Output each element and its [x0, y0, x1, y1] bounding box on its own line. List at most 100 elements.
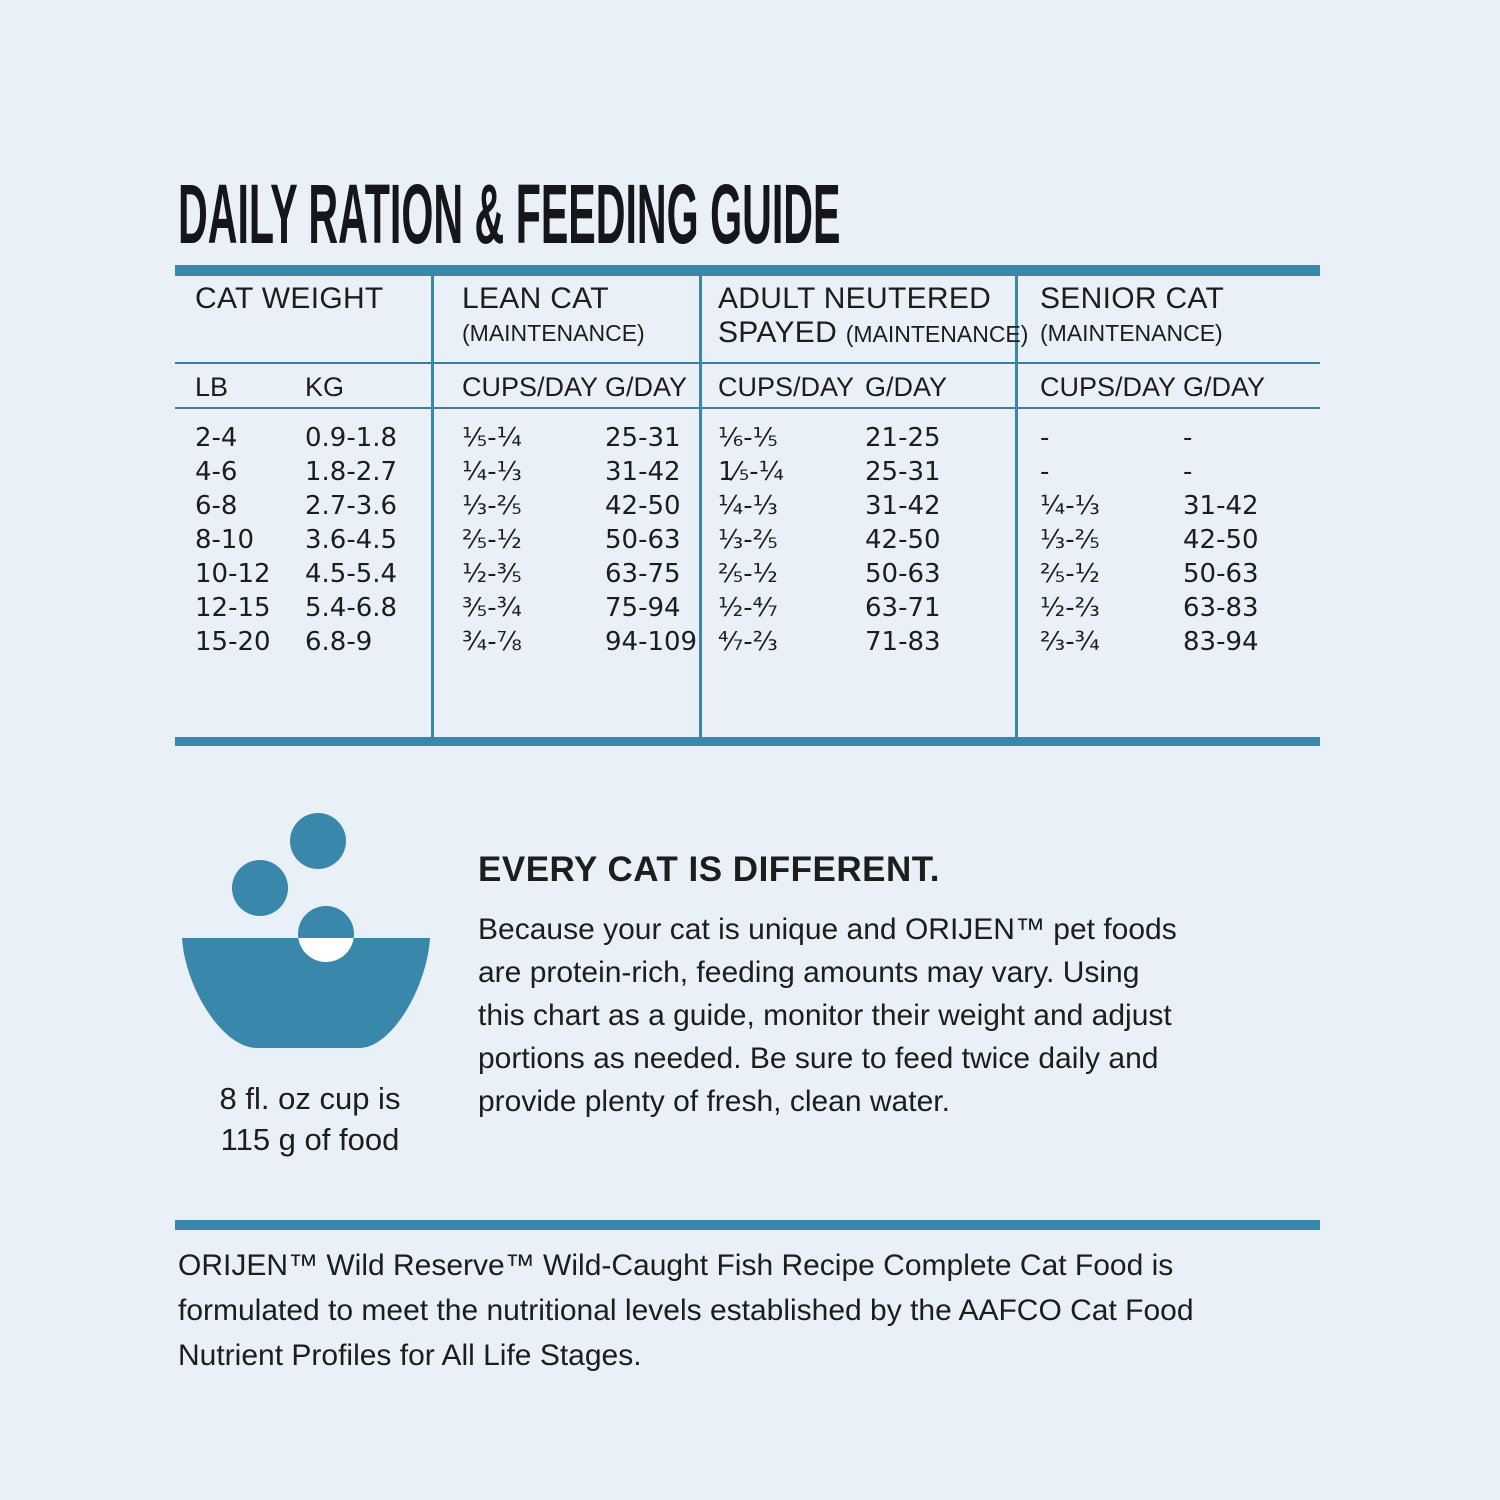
footer-statement: ORIJEN™ Wild Reserve™ Wild-Caught Fish R… — [178, 1243, 1194, 1378]
cell-lean-cups: ¼-⅓ — [462, 457, 522, 487]
cell-senior-g: 31-42 — [1183, 491, 1259, 521]
table-row: 6-8 2.7-3.6 ⅓-²⁄₅ 42-50 ¼-⅓ 31-42 ¼-⅓ 31… — [175, 489, 1320, 523]
cell-lean-cups: ¹⁄₅-¼ — [462, 423, 522, 453]
subheader-kg: KG — [305, 372, 345, 402]
cell-lean-g: 42-50 — [605, 491, 681, 521]
table-row: 12-15 5.4-6.8 ³⁄₅-¾ 75-94 ½-⁴⁄₇ 63-71 ½-… — [175, 591, 1320, 625]
cell-kg: 4.5-5.4 — [305, 559, 398, 589]
info-body-line: this chart as a guide, monitor their wei… — [478, 999, 1172, 1032]
cell-adult-g: 71-83 — [865, 627, 941, 657]
bowl-caption: 8 fl. oz cup is 115 g of food — [160, 1078, 460, 1160]
column-header-label: LEAN CAT — [462, 282, 609, 315]
cell-kg: 1.8-2.7 — [305, 457, 398, 487]
subheader-g-day: G/DAY — [865, 372, 948, 402]
column-header-label: SENIOR CAT — [1040, 282, 1225, 315]
cell-lean-g: 75-94 — [605, 593, 681, 623]
footer-statement-line: formulated to meet the nutritional level… — [178, 1294, 1194, 1327]
cell-lean-cups: ⅓-²⁄₅ — [462, 491, 522, 521]
cell-adult-cups: ½-⁴⁄₇ — [718, 593, 778, 623]
column-header-subtitle: (MAINTENANCE) — [845, 321, 1029, 347]
info-heading: EVERY CAT IS DIFFERENT. — [478, 850, 941, 889]
info-body-line: portions as needed. Be sure to feed twic… — [478, 1042, 1159, 1075]
column-header-subtitle: (MAINTENANCE) — [1040, 320, 1223, 346]
cell-lb: 10-12 — [195, 559, 271, 589]
cell-lb: 4-6 — [195, 457, 238, 487]
table-bottom-bar — [175, 737, 1320, 746]
table-subheader-divider — [175, 407, 1320, 409]
cell-senior-g: 42-50 — [1183, 525, 1259, 555]
column-divider — [699, 276, 702, 737]
table-header-divider — [175, 362, 1320, 364]
footer-divider-bar — [175, 1220, 1320, 1230]
cell-lean-cups: ¾-⅞ — [462, 627, 522, 657]
cell-lb: 2-4 — [195, 423, 238, 453]
cell-lean-cups: ³⁄₅-¾ — [462, 593, 522, 623]
cell-senior-cups: ¼-⅓ — [1040, 491, 1100, 521]
column-divider — [431, 276, 434, 737]
cell-adult-g: 31-42 — [865, 491, 941, 521]
cell-senior-g: - — [1183, 457, 1193, 487]
cell-adult-cups: ¼-⅓ — [718, 491, 778, 521]
feeding-table: CAT WEIGHT LEAN CAT (MAINTENANCE) ADULT … — [175, 265, 1320, 746]
cell-lb: 12-15 — [195, 593, 271, 623]
cell-lb: 8-10 — [195, 525, 255, 555]
footer-statement-line: Nutrient Profiles for All Life Stages. — [178, 1339, 642, 1372]
cell-senior-cups: ²⁄₅-½ — [1040, 559, 1100, 589]
cell-lean-cups: ½-³⁄₅ — [462, 559, 522, 589]
cell-senior-cups: - — [1040, 423, 1050, 453]
column-header-label: ADULT NEUTERED — [718, 282, 992, 315]
cell-senior-g: 83-94 — [1183, 627, 1259, 657]
cell-adult-g: 42-50 — [865, 525, 941, 555]
cell-kg: 2.7-3.6 — [305, 491, 398, 521]
column-header-senior-cat: SENIOR CAT (MAINTENANCE) — [1040, 282, 1224, 350]
subheader-cups-day: CUPS/DAY — [1040, 372, 1177, 402]
table-top-bar — [175, 265, 1320, 276]
column-header-adult-neutered-spayed: ADULT NEUTERED SPAYED (MAINTENANCE) — [718, 282, 1028, 351]
page-title: DAILY RATION & FEEDING GUIDE — [178, 167, 841, 261]
column-divider — [1015, 276, 1018, 737]
cell-adult-cups: ⁴⁄₇-⅔ — [718, 627, 778, 657]
cell-adult-g: 21-25 — [865, 423, 941, 453]
table-row: 10-12 4.5-5.4 ½-³⁄₅ 63-75 ²⁄₅-½ 50-63 ²⁄… — [175, 557, 1320, 591]
cell-senior-cups: - — [1040, 457, 1050, 487]
table-row: 4-6 1.8-2.7 ¼-⅓ 31-42 1⁄₅-¼ 25-31 - - — [175, 455, 1320, 489]
cell-lean-g: 31-42 — [605, 457, 681, 487]
subheader-lb: LB — [195, 372, 229, 402]
cell-adult-cups: 1⁄₅-¼ — [718, 457, 784, 487]
info-body: Because your cat is unique and ORIJEN™ p… — [478, 908, 1177, 1123]
subheader-cups-day: CUPS/DAY — [718, 372, 855, 402]
cell-adult-g: 25-31 — [865, 457, 941, 487]
column-header-lean-cat: LEAN CAT (MAINTENANCE) — [462, 282, 645, 350]
cell-senior-cups: ⅓-²⁄₅ — [1040, 525, 1100, 555]
info-body-line: provide plenty of fresh, clean water. — [478, 1085, 950, 1118]
column-header-cat-weight: CAT WEIGHT — [195, 282, 384, 316]
cell-adult-cups: ⅓-²⁄₅ — [718, 525, 778, 555]
cell-kg: 5.4-6.8 — [305, 593, 398, 623]
cell-adult-cups: ²⁄₅-½ — [718, 559, 778, 589]
cell-adult-g: 50-63 — [865, 559, 941, 589]
info-body-line: Because your cat is unique and ORIJEN™ p… — [478, 913, 1177, 946]
info-body-line: are protein-rich, feeding amounts may va… — [478, 956, 1140, 989]
cell-lean-cups: ²⁄₅-½ — [462, 525, 522, 555]
table-row: 8-10 3.6-4.5 ²⁄₅-½ 50-63 ⅓-²⁄₅ 42-50 ⅓-²… — [175, 523, 1320, 557]
cell-kg: 0.9-1.8 — [305, 423, 398, 453]
cell-senior-g: 63-83 — [1183, 593, 1259, 623]
cell-adult-g: 63-71 — [865, 593, 941, 623]
subheader-g-day: G/DAY — [605, 372, 688, 402]
food-bowl-icon — [182, 813, 430, 1048]
subheader-cups-day: CUPS/DAY — [462, 372, 599, 402]
column-header-label-line2: SPAYED (MAINTENANCE) — [718, 316, 1029, 349]
bowl-caption-line2: 115 g of food — [220, 1122, 400, 1157]
cell-lb: 15-20 — [195, 627, 271, 657]
cell-lb: 6-8 — [195, 491, 238, 521]
cell-senior-g: 50-63 — [1183, 559, 1259, 589]
cell-adult-cups: ¹⁄₆-¹⁄₅ — [718, 423, 778, 453]
cell-kg: 6.8-9 — [305, 627, 373, 657]
cell-senior-cups: ½-²⁄₃ — [1040, 593, 1100, 623]
table-row: 2-4 0.9-1.8 ¹⁄₅-¼ 25-31 ¹⁄₆-¹⁄₅ 21-25 - … — [175, 421, 1320, 455]
column-header-subtitle: (MAINTENANCE) — [462, 320, 645, 346]
bowl-caption-line1: 8 fl. oz cup is — [219, 1081, 401, 1116]
cell-lean-g: 94-109 — [605, 627, 698, 657]
footer-statement-line: ORIJEN™ Wild Reserve™ Wild-Caught Fish R… — [178, 1249, 1174, 1282]
